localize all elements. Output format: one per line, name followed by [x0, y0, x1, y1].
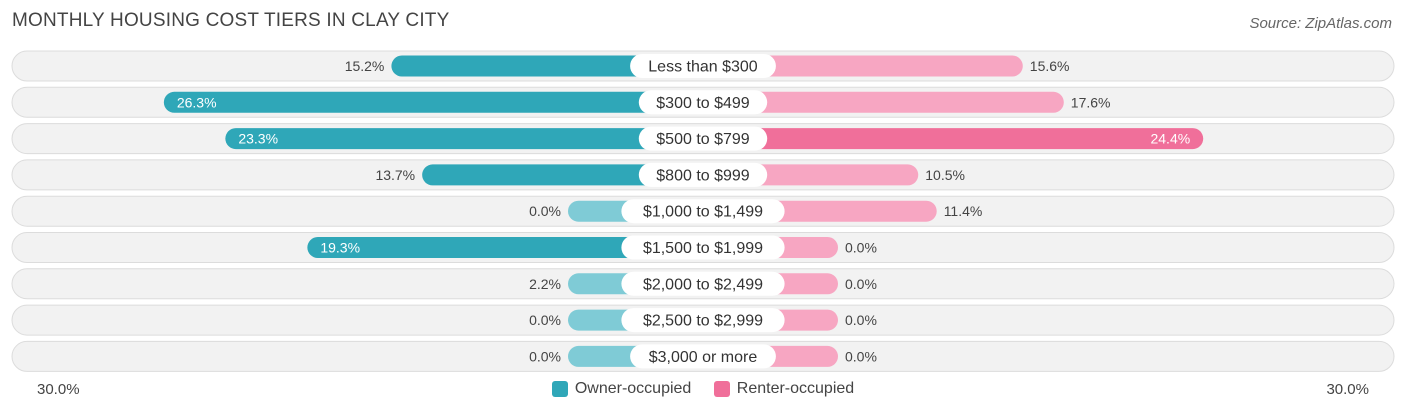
category-label: $2,500 to $2,999: [643, 313, 763, 330]
owner-value-label: 26.3%: [177, 94, 217, 110]
legend-label-owner: Owner-occupied: [574, 380, 692, 397]
renter-value-label: 24.4%: [1150, 131, 1190, 147]
renter-bar: [703, 128, 1204, 150]
axis-left-label: 30.0%: [37, 381, 80, 398]
legend-swatch-owner: [551, 381, 568, 397]
legend-item-owner: Owner-occupied: [551, 380, 692, 398]
category-label-pill: [638, 126, 768, 151]
renter-value-label: 0.0%: [845, 348, 877, 364]
chart-title: MONTHLY HOUSING COST TIERS IN CLAY CITY: [12, 10, 450, 31]
source-label: Source: ZipAtlas.com: [1249, 15, 1392, 32]
renter-value-label: 17.6%: [1071, 94, 1111, 110]
category-label: $1,500 to $1,999: [643, 240, 763, 257]
category-label-pill: [638, 90, 768, 115]
category-label-pill: [621, 199, 785, 224]
owner-bar: [225, 128, 703, 150]
category-label: $2,000 to $2,499: [643, 276, 763, 293]
category-label-pill: [630, 344, 776, 369]
category-label: $800 to $999: [656, 167, 750, 184]
owner-value-label: 13.7%: [375, 167, 415, 183]
owner-bar: [163, 91, 704, 113]
owner-bar: [391, 55, 703, 77]
owner-value-label: 23.3%: [238, 131, 278, 147]
legend-swatch-renter: [713, 381, 730, 397]
legend-label-renter: Renter-occupied: [736, 380, 855, 397]
category-label-pill: [630, 54, 776, 78]
owner-value-label: 0.0%: [529, 312, 561, 328]
category-label: $500 to $799: [656, 131, 750, 148]
owner-bar: [422, 164, 703, 186]
owner-value-label: 19.3%: [320, 240, 360, 256]
category-label-pill: [621, 308, 785, 333]
category-label: $1,000 to $1,499: [643, 204, 763, 221]
renter-value-label: 0.0%: [845, 312, 877, 328]
renter-value-label: 0.0%: [845, 240, 877, 256]
renter-bar: [703, 91, 1064, 113]
category-label-pill: [621, 271, 785, 296]
owner-bar: [307, 237, 703, 258]
owner-value-label: 0.0%: [529, 348, 561, 364]
category-label: $300 to $499: [656, 95, 750, 112]
renter-value-label: 0.0%: [845, 276, 877, 292]
axis-right-label: 30.0%: [1326, 381, 1369, 398]
category-label: Less than $300: [648, 59, 758, 76]
owner-value-label: 0.0%: [529, 203, 561, 219]
renter-value-label: 11.4%: [944, 203, 983, 219]
category-label-pill: [621, 235, 785, 260]
legend: Owner-occupied Renter-occupied: [0, 380, 1406, 402]
owner-value-label: 2.2%: [529, 276, 561, 292]
renter-value-label: 15.6%: [1030, 58, 1070, 74]
category-label: $3,000 or more: [649, 349, 758, 366]
renter-bar: [703, 55, 1023, 77]
owner-value-label: 15.2%: [345, 58, 385, 74]
category-label-pill: [638, 162, 768, 187]
renter-value-label: 10.5%: [925, 167, 965, 183]
legend-item-renter: Renter-occupied: [713, 380, 855, 398]
